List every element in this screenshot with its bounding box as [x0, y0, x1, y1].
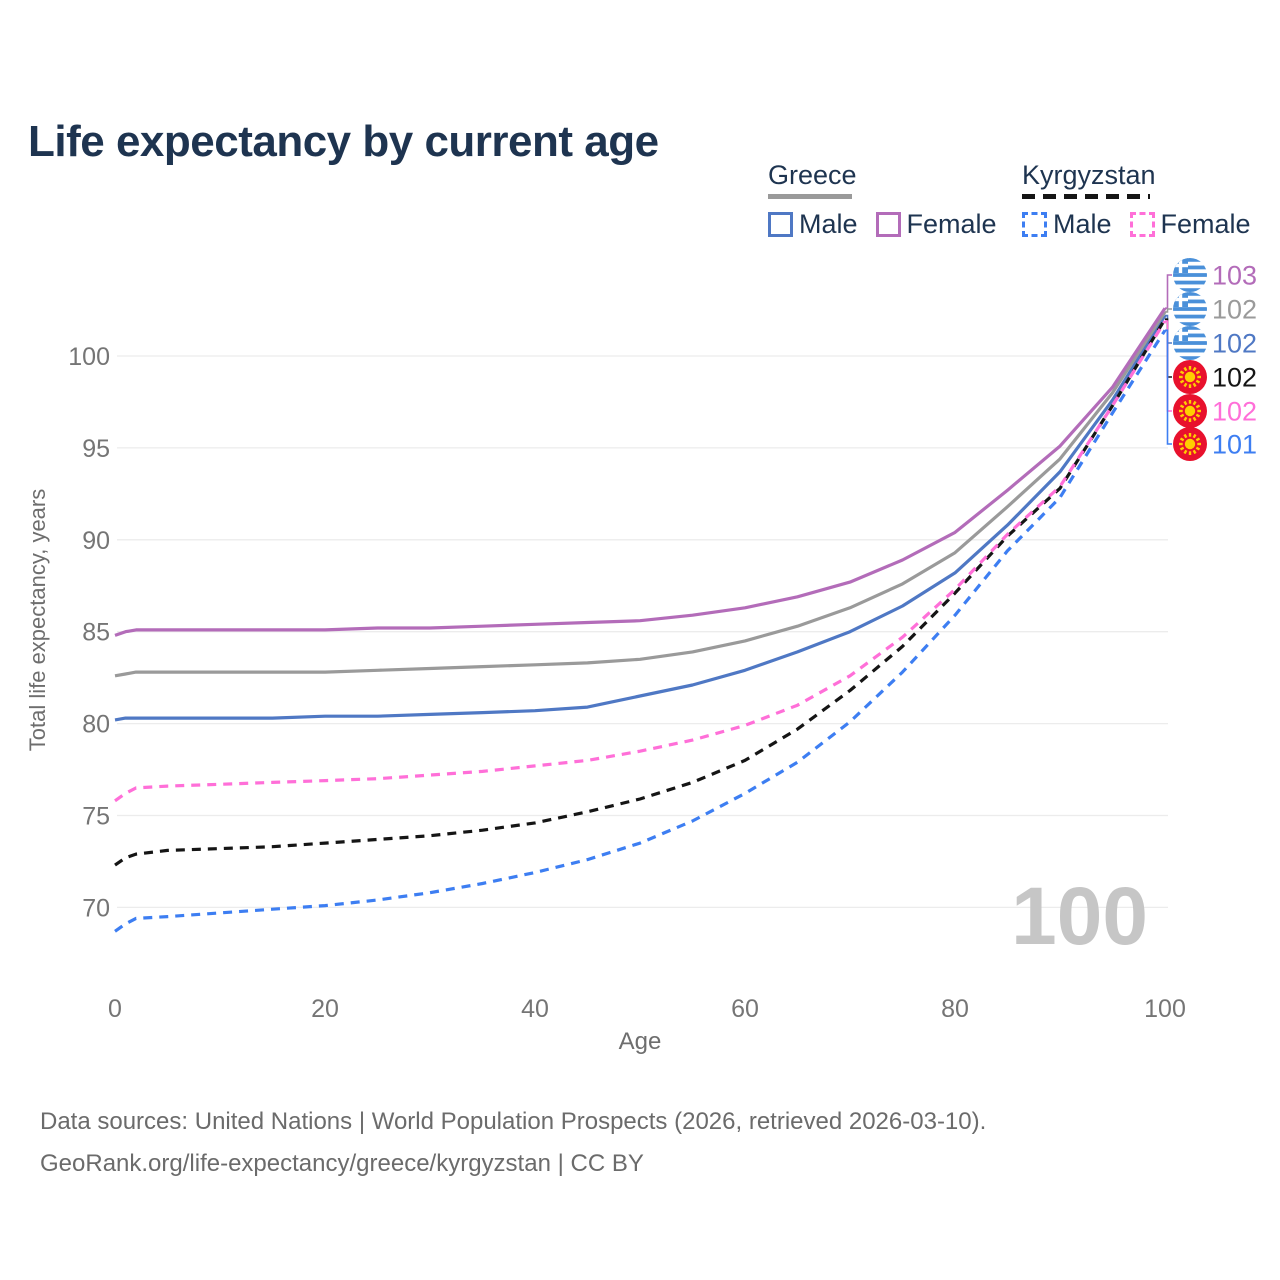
- kyrgyzstan-flag-icon: [1173, 427, 1207, 461]
- swatch-greece-male: [768, 212, 793, 237]
- legend-item-kyrgyzstan-male[interactable]: Male: [1022, 209, 1112, 240]
- page-title: Life expectancy by current age: [28, 117, 659, 167]
- end-value-kyrgyzstan-female: 102: [1212, 397, 1257, 427]
- legend-item-kyrgyzstan-female[interactable]: Female: [1129, 209, 1251, 240]
- y-axis-label: Total life expectancy, years: [25, 489, 50, 752]
- x-tick-40: 40: [521, 995, 549, 1023]
- x-tick-20: 20: [311, 995, 339, 1023]
- swatch-kyrgyzstan-female: [1129, 212, 1155, 237]
- end-label-group-greece-all: 102: [1173, 292, 1257, 326]
- legend-underline-kyrgyzstan-dashed: [1022, 194, 1150, 199]
- end-label-group-greece-male: 102: [1173, 326, 1257, 360]
- footer-data-sources: Data sources: United Nations | World Pop…: [40, 1108, 987, 1135]
- legend-label-greece-male: Male: [799, 209, 858, 239]
- end-label-group-kyrgyzstan-female: 102: [1173, 394, 1257, 428]
- leader-kyrgyzstan-male: [1165, 329, 1172, 445]
- line-kyrgyzstan-male[interactable]: [114, 329, 1167, 933]
- line-greece-all[interactable]: [114, 311, 1167, 678]
- legend-group-kyrgyzstan: Kyrgyzstan Male Female: [1022, 160, 1251, 240]
- y-tick-80: 80: [82, 711, 110, 739]
- end-value-greece-all: 102: [1212, 295, 1257, 325]
- legend-item-greece-female[interactable]: Female: [875, 209, 997, 240]
- swatch-kyrgyzstan-male: [1022, 212, 1047, 237]
- y-tick-100: 100: [68, 343, 110, 371]
- x-tick-0: 0: [108, 995, 122, 1023]
- legend-country-greece[interactable]: Greece: [768, 160, 857, 190]
- footer-attribution: GeoRank.org/life-expectancy/greece/kyrgy…: [40, 1150, 644, 1177]
- end-label-group-greece-female: 103: [1173, 258, 1257, 292]
- greece-flag-icon: [1173, 292, 1207, 326]
- y-tick-75: 75: [82, 803, 110, 831]
- line-greece-female[interactable]: [114, 307, 1167, 637]
- age-watermark: 100: [1011, 871, 1148, 962]
- y-tick-95: 95: [82, 435, 110, 463]
- end-value-kyrgyzstan-all: 102: [1212, 363, 1257, 393]
- legend-country-kyrgyzstan[interactable]: Kyrgyzstan: [1022, 160, 1156, 190]
- kyrgyzstan-flag-icon: [1173, 394, 1207, 428]
- y-tick-90: 90: [82, 527, 110, 555]
- line-kyrgyzstan-female[interactable]: [114, 320, 1167, 803]
- line-greece-male[interactable]: [114, 314, 1167, 722]
- end-label-group-kyrgyzstan-all: 102: [1173, 360, 1257, 394]
- leader-kyrgyzstan-female: [1165, 320, 1172, 412]
- legend-item-greece-male[interactable]: Male: [768, 209, 858, 240]
- x-axis-label: Age: [619, 1028, 662, 1055]
- x-tick-60: 60: [731, 995, 759, 1023]
- leader-kyrgyzstan-all: [1165, 318, 1172, 378]
- legend-label-kyrgyzstan-female: Female: [1160, 209, 1251, 239]
- legend-label-kyrgyzstan-male: Male: [1053, 209, 1112, 239]
- greece-flag-icon: [1173, 326, 1207, 360]
- x-tick-80: 80: [941, 995, 969, 1023]
- end-value-kyrgyzstan-male: 101: [1212, 430, 1257, 460]
- greece-flag-icon: [1173, 258, 1207, 292]
- legend-underline-greece-solid: [768, 194, 852, 199]
- end-label-group-kyrgyzstan-male: 101: [1173, 427, 1257, 461]
- end-value-greece-male: 102: [1212, 329, 1257, 359]
- legend-group-greece: Greece Male Female: [768, 160, 997, 240]
- legend-label-greece-female: Female: [906, 209, 997, 239]
- swatch-greece-female: [875, 212, 901, 237]
- leader-greece-all: [1165, 308, 1172, 313]
- kyrgyzstan-flag-icon: [1173, 360, 1207, 394]
- leader-greece-female: [1165, 274, 1172, 310]
- y-tick-85: 85: [82, 619, 110, 647]
- x-tick-100: 100: [1144, 995, 1186, 1023]
- y-tick-70: 70: [82, 894, 110, 922]
- end-value-greece-female: 103: [1212, 261, 1257, 291]
